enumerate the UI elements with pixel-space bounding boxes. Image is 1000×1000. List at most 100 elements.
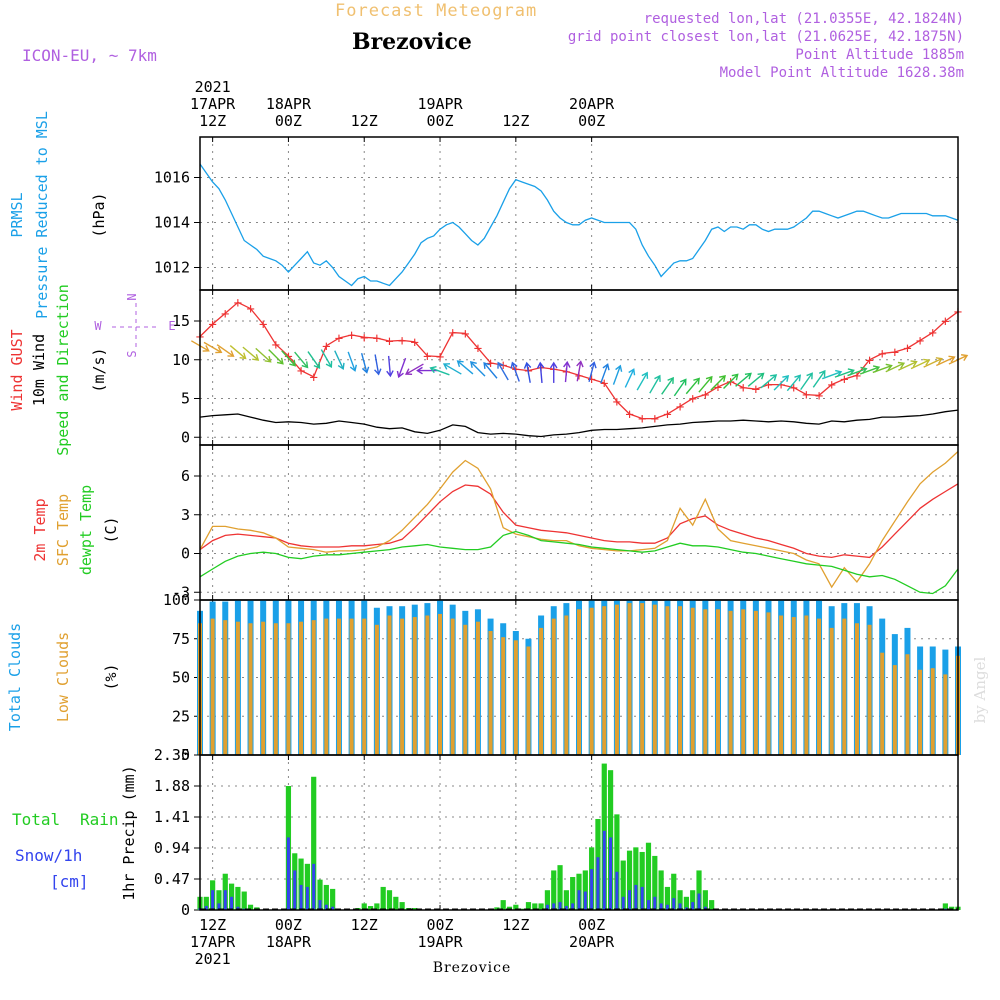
wind-arrow-head xyxy=(239,352,247,360)
wind-arrow-head xyxy=(396,370,404,379)
chart-title: Forecast Meteogram xyxy=(335,1,537,21)
time-label-top: 2021 xyxy=(195,78,231,96)
wind-arrow xyxy=(294,351,309,368)
wind-arrow-head xyxy=(576,360,584,368)
bar-low-clouds xyxy=(526,646,531,755)
bar-total-rain xyxy=(311,776,317,910)
bar-total-rain xyxy=(614,814,620,910)
bar-total-rain xyxy=(544,890,551,910)
wind-arrow xyxy=(320,349,332,368)
bar-low-clouds xyxy=(665,606,670,755)
bar-low-clouds xyxy=(210,618,215,755)
time-label-top: 19APR xyxy=(417,95,463,113)
bar-snow xyxy=(634,884,638,910)
wind-arrow xyxy=(268,349,284,365)
time-label-top: 00Z xyxy=(578,112,605,130)
bar-low-clouds xyxy=(349,618,354,755)
gust-marker: + xyxy=(941,314,949,330)
time-label-bottom: 17APR xyxy=(190,933,236,951)
bar-low-clouds xyxy=(804,615,809,755)
wind-arrow-head xyxy=(847,368,855,376)
wind-arrow xyxy=(747,372,764,387)
wind-arrow xyxy=(443,363,462,375)
bar-low-clouds xyxy=(892,665,897,755)
wind-arrow xyxy=(360,353,368,373)
time-label-top: 00Z xyxy=(275,112,302,130)
bar-low-clouds xyxy=(943,674,948,755)
bar-total-rain xyxy=(506,906,513,910)
pressure-label: Pressure Reduced to MSL xyxy=(33,111,51,319)
temp-dewpt-label: dewpt Temp xyxy=(77,485,95,575)
gust-marker: + xyxy=(790,381,798,397)
time-label-top: 18APR xyxy=(266,95,312,113)
wind-arrow xyxy=(898,361,917,371)
bar-total-rain xyxy=(582,870,588,910)
bar-low-clouds xyxy=(817,618,822,755)
gust-marker: + xyxy=(815,388,823,404)
bar-snow xyxy=(211,890,215,910)
wind-arrow xyxy=(307,351,321,369)
bar-total-rain xyxy=(664,886,671,910)
wind-arrow-head xyxy=(563,360,571,368)
bar-snow xyxy=(331,906,335,910)
bar-snow xyxy=(703,906,707,910)
rain-label: Rain xyxy=(80,810,119,829)
bar-snow xyxy=(577,890,581,910)
bar-snow xyxy=(223,890,227,910)
gust-marker: + xyxy=(486,356,494,372)
pressure-unit-label: (hPa) xyxy=(90,192,108,237)
gust-marker: + xyxy=(448,326,456,342)
bar-total-rain xyxy=(330,888,336,910)
wind-arrow xyxy=(923,357,943,368)
bar-low-clouds xyxy=(501,637,506,755)
wind-arrow-head xyxy=(227,350,235,357)
bar-total-rain xyxy=(513,904,519,910)
wind-arrow-head xyxy=(429,365,437,374)
bar-total-rain xyxy=(500,900,506,910)
bar-total-rain xyxy=(374,903,380,910)
bar-snow xyxy=(691,902,695,910)
wind-arrow-head xyxy=(782,375,790,382)
clouds-unit-label: (%) xyxy=(102,663,120,690)
panel-pressure xyxy=(199,163,959,287)
bar-low-clouds xyxy=(577,609,581,755)
gust-marker: + xyxy=(903,341,911,357)
time-label-bottom: 12Z xyxy=(502,916,529,934)
wind-arrow-head xyxy=(961,354,969,361)
wind-arrow xyxy=(786,374,801,392)
compass-e: E xyxy=(168,319,175,333)
wind-arrow xyxy=(800,372,813,391)
bar-total-rain xyxy=(709,900,715,910)
bar-low-clouds xyxy=(728,610,733,755)
wind-arrow xyxy=(497,362,509,381)
gust-marker: + xyxy=(625,407,633,423)
y-tick-label: 6 xyxy=(181,467,190,485)
bar-snow xyxy=(299,884,303,910)
wind-arrow xyxy=(526,362,531,383)
bar-total-rain xyxy=(228,883,235,910)
wind-arrow xyxy=(822,371,842,380)
gust-marker: + xyxy=(701,388,709,404)
wind-arrow xyxy=(859,366,880,375)
temp-sfc-label: SFC Temp xyxy=(54,494,72,566)
y-tick-label: 0 xyxy=(181,901,190,919)
bar-snow xyxy=(545,904,549,910)
time-label-bottom: 2021 xyxy=(195,950,231,968)
panel-wind: ++++ +++++ ++ + + + + + + ++ ++ +++ + + + + +++ + + + + + + + + +… xyxy=(190,295,969,438)
gust-marker: + xyxy=(436,350,444,366)
wind-arrow xyxy=(872,364,892,374)
y-tick-label: 3 xyxy=(181,506,190,524)
time-label-bottom: 00Z xyxy=(275,916,302,934)
panel-clouds xyxy=(197,600,961,755)
bar-snow xyxy=(204,906,208,910)
footer-location: Brezovice xyxy=(433,960,512,976)
bar-low-clouds xyxy=(854,623,859,755)
time-label-bottom: 18APR xyxy=(266,933,312,951)
gust-marker: + xyxy=(638,412,646,428)
y-tick-label: 50 xyxy=(172,669,190,687)
wind-arrow xyxy=(685,377,700,395)
wind-arrow xyxy=(624,368,635,388)
gust-marker: + xyxy=(891,345,899,361)
wind-arrow xyxy=(698,376,713,393)
panel-precip xyxy=(197,763,961,910)
